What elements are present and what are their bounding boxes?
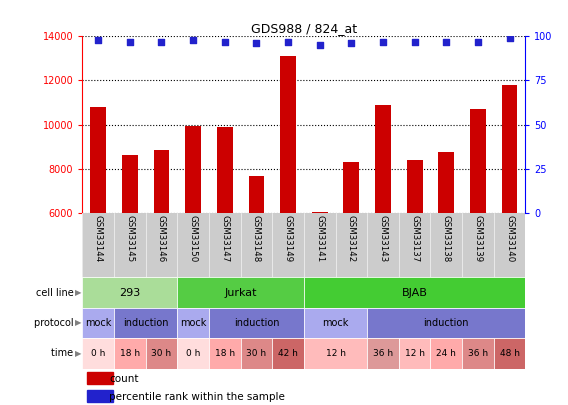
Text: 18 h: 18 h <box>215 349 235 358</box>
Bar <box>153 150 169 213</box>
Text: GSM33148: GSM33148 <box>252 215 261 262</box>
Point <box>126 38 135 45</box>
Text: induction: induction <box>123 318 168 328</box>
Bar <box>367 308 525 338</box>
Text: Jurkat: Jurkat <box>224 288 257 298</box>
Bar <box>280 56 296 213</box>
Bar <box>209 308 304 338</box>
Bar <box>217 127 233 213</box>
Bar <box>272 338 304 369</box>
Text: GSM33144: GSM33144 <box>94 215 103 262</box>
Text: 0 h: 0 h <box>91 349 106 358</box>
Text: 48 h: 48 h <box>500 349 520 358</box>
Text: count: count <box>109 374 139 384</box>
Text: GSM33139: GSM33139 <box>474 215 482 262</box>
Bar <box>209 338 241 369</box>
Text: GSM33141: GSM33141 <box>315 215 324 262</box>
Text: GSM33147: GSM33147 <box>220 215 229 262</box>
Point <box>378 38 387 45</box>
Bar <box>249 176 264 213</box>
Bar <box>407 160 423 213</box>
Bar <box>122 156 138 213</box>
Text: GSM33145: GSM33145 <box>126 215 134 262</box>
Text: mock: mock <box>322 318 349 328</box>
Text: 36 h: 36 h <box>468 349 488 358</box>
Bar <box>177 277 304 308</box>
Text: mock: mock <box>85 318 111 328</box>
Bar <box>185 126 201 213</box>
Bar <box>145 338 177 369</box>
Text: 18 h: 18 h <box>120 349 140 358</box>
Text: percentile rank within the sample: percentile rank within the sample <box>109 392 285 402</box>
Text: 12 h: 12 h <box>325 349 345 358</box>
Text: induction: induction <box>233 318 279 328</box>
Bar <box>312 211 328 213</box>
Text: ▶: ▶ <box>76 288 82 297</box>
Title: GDS988 / 824_at: GDS988 / 824_at <box>251 22 357 35</box>
Bar <box>90 107 106 213</box>
Bar <box>304 308 367 338</box>
Point <box>410 38 419 45</box>
Bar <box>177 338 209 369</box>
Point <box>220 38 229 45</box>
Text: induction: induction <box>424 318 469 328</box>
Bar <box>304 338 367 369</box>
Bar <box>344 162 359 213</box>
Text: ▶: ▶ <box>76 318 82 328</box>
Bar <box>494 338 525 369</box>
Text: GSM33150: GSM33150 <box>189 215 198 262</box>
Point <box>315 42 324 49</box>
Bar <box>241 338 272 369</box>
Bar <box>304 277 525 308</box>
Point <box>442 38 451 45</box>
Text: GSM33143: GSM33143 <box>378 215 387 262</box>
Text: GSM33138: GSM33138 <box>442 215 451 262</box>
Text: 12 h: 12 h <box>404 349 425 358</box>
Point <box>347 40 356 47</box>
Text: 293: 293 <box>119 288 140 298</box>
Text: GSM33137: GSM33137 <box>410 215 419 262</box>
Bar <box>114 308 177 338</box>
Text: protocol: protocol <box>34 318 77 328</box>
Point <box>283 38 293 45</box>
Text: BJAB: BJAB <box>402 288 428 298</box>
Text: cell line: cell line <box>36 288 77 298</box>
Bar <box>87 390 112 402</box>
Text: 42 h: 42 h <box>278 349 298 358</box>
Bar <box>502 85 517 213</box>
Point <box>94 37 103 43</box>
Text: ▶: ▶ <box>76 349 82 358</box>
Bar <box>399 338 431 369</box>
Text: GSM33140: GSM33140 <box>505 215 514 262</box>
Point <box>473 38 482 45</box>
Bar <box>82 277 177 308</box>
Text: 0 h: 0 h <box>186 349 201 358</box>
Point <box>252 40 261 47</box>
Text: GSM33142: GSM33142 <box>347 215 356 262</box>
Point <box>505 35 514 41</box>
Text: time: time <box>52 348 77 358</box>
Bar <box>87 372 112 384</box>
Text: 24 h: 24 h <box>436 349 456 358</box>
Text: 30 h: 30 h <box>152 349 172 358</box>
Text: 36 h: 36 h <box>373 349 393 358</box>
Bar <box>375 105 391 213</box>
Bar <box>367 338 399 369</box>
Bar <box>438 152 454 213</box>
Point <box>189 37 198 43</box>
Bar <box>82 308 114 338</box>
Text: GSM33146: GSM33146 <box>157 215 166 262</box>
Text: 30 h: 30 h <box>247 349 266 358</box>
Bar <box>177 308 209 338</box>
Text: mock: mock <box>180 318 206 328</box>
Bar <box>82 338 114 369</box>
Bar <box>114 338 145 369</box>
Point <box>157 38 166 45</box>
Bar <box>470 109 486 213</box>
Text: GSM33149: GSM33149 <box>283 215 293 262</box>
Bar <box>462 338 494 369</box>
Bar <box>431 338 462 369</box>
